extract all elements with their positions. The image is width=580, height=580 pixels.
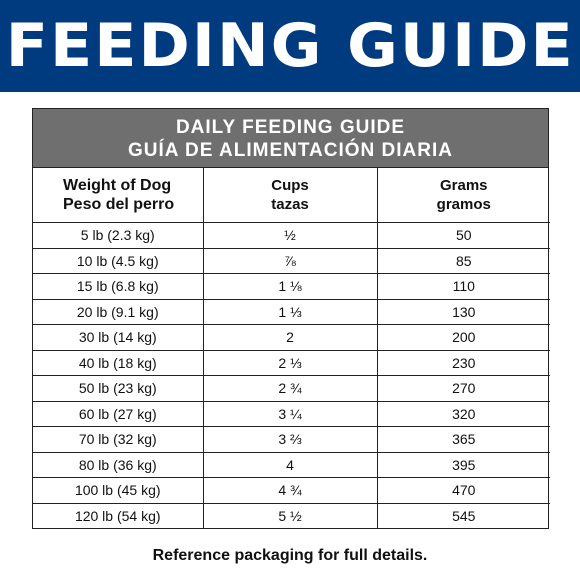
cell-weight: 70 lb (32 kg) — [33, 426, 204, 453]
column-header-grams-en: Grams — [439, 177, 488, 194]
table-row: 50 lb (23 kg) 2 ¾ 270 — [33, 375, 550, 402]
column-header-cups-es: tazas — [271, 196, 309, 213]
cell-weight: 30 lb (14 kg) — [33, 324, 204, 351]
cell-cups: 3 ⅔ — [202, 426, 378, 453]
feeding-table: Weight of Dog Peso del perro Cups tazas … — [33, 168, 550, 528]
feeding-guide-table: DAILY FEEDING GUIDE GUÍA DE ALIMENTACIÓN… — [32, 108, 550, 529]
cell-cups: 5 ½ — [202, 502, 378, 528]
cell-grams: 230 — [376, 349, 550, 376]
column-header-weight-es: Peso del perro — [63, 196, 175, 213]
cell-weight: 40 lb (18 kg) — [33, 349, 204, 376]
cell-weight: 80 lb (36 kg) — [33, 451, 204, 478]
banner: FEEDING GUIDE — [0, 0, 580, 92]
cell-grams: 110 — [376, 273, 550, 300]
cell-weight: 5 lb (2.3 kg) — [33, 222, 204, 249]
table-row: 5 lb (2.3 kg) ½ 50 — [33, 222, 550, 249]
table-row: 80 lb (36 kg) 4 395 — [33, 451, 550, 478]
cell-grams: 470 — [376, 477, 550, 504]
column-header-weight-en: Weight of Dog — [63, 177, 172, 194]
column-header-cups: Cups tazas — [202, 168, 378, 223]
guide-title-english: DAILY FEEDING GUIDE — [175, 117, 406, 138]
cell-cups: 1 ⅛ — [202, 273, 378, 300]
column-header-grams-es: gramos — [436, 196, 491, 213]
cell-cups: 4 — [202, 451, 378, 478]
cell-weight: 50 lb (23 kg) — [33, 375, 204, 402]
cell-weight: 60 lb (27 kg) — [33, 400, 204, 427]
footer-note: Reference packaging for full details. — [152, 547, 428, 564]
cell-cups: 3 ¼ — [202, 400, 378, 427]
cell-cups: ½ — [202, 222, 378, 249]
cell-grams: 365 — [376, 426, 550, 453]
cell-grams: 130 — [376, 298, 550, 325]
cell-weight: 10 lb (4.5 kg) — [33, 247, 204, 274]
table-row: 70 lb (32 kg) 3 ⅔ 365 — [33, 426, 550, 453]
cell-grams: 200 — [376, 324, 550, 351]
table-row: 100 lb (45 kg) 4 ¾ 470 — [33, 477, 550, 504]
guide-header: DAILY FEEDING GUIDE GUÍA DE ALIMENTACIÓN… — [33, 109, 548, 168]
cell-grams: 85 — [376, 247, 550, 274]
cell-grams: 270 — [376, 375, 550, 402]
cell-weight: 100 lb (45 kg) — [33, 477, 204, 504]
cell-cups: 2 ¾ — [202, 375, 378, 402]
table-row: 30 lb (14 kg) 2 200 — [33, 324, 550, 351]
column-header-weight: Weight of Dog Peso del perro — [33, 168, 204, 223]
cell-weight: 15 lb (6.8 kg) — [33, 273, 204, 300]
guide-title-spanish: GUÍA DE ALIMENTACIÓN DIARIA — [127, 140, 453, 161]
banner-title: FEEDING GUIDE — [5, 11, 575, 81]
cell-cups: 2 ⅓ — [202, 349, 378, 376]
cell-cups: 4 ¾ — [202, 477, 378, 504]
column-header-cups-en: Cups — [271, 177, 309, 194]
cell-weight: 20 lb (9.1 kg) — [33, 298, 204, 325]
column-header-row: Weight of Dog Peso del perro Cups tazas … — [33, 168, 550, 223]
cell-grams: 320 — [376, 400, 550, 427]
cell-cups: 2 — [202, 324, 378, 351]
table-row: 15 lb (6.8 kg) 1 ⅛ 110 — [33, 273, 550, 300]
column-header-grams: Grams gramos — [376, 168, 550, 223]
cell-cups: ⅞ — [202, 247, 378, 274]
cell-grams: 545 — [376, 502, 550, 528]
table-row: 60 lb (27 kg) 3 ¼ 320 — [33, 400, 550, 427]
table-row: 20 lb (9.1 kg) 1 ⅓ 130 — [33, 298, 550, 325]
cell-cups: 1 ⅓ — [202, 298, 378, 325]
table-row: 40 lb (18 kg) 2 ⅓ 230 — [33, 349, 550, 376]
table-row: 120 lb (54 kg) 5 ½ 545 — [33, 502, 550, 528]
cell-grams: 395 — [376, 451, 550, 478]
cell-grams: 50 — [376, 222, 550, 249]
cell-weight: 120 lb (54 kg) — [33, 502, 204, 528]
table-row: 10 lb (4.5 kg) ⅞ 85 — [33, 247, 550, 274]
